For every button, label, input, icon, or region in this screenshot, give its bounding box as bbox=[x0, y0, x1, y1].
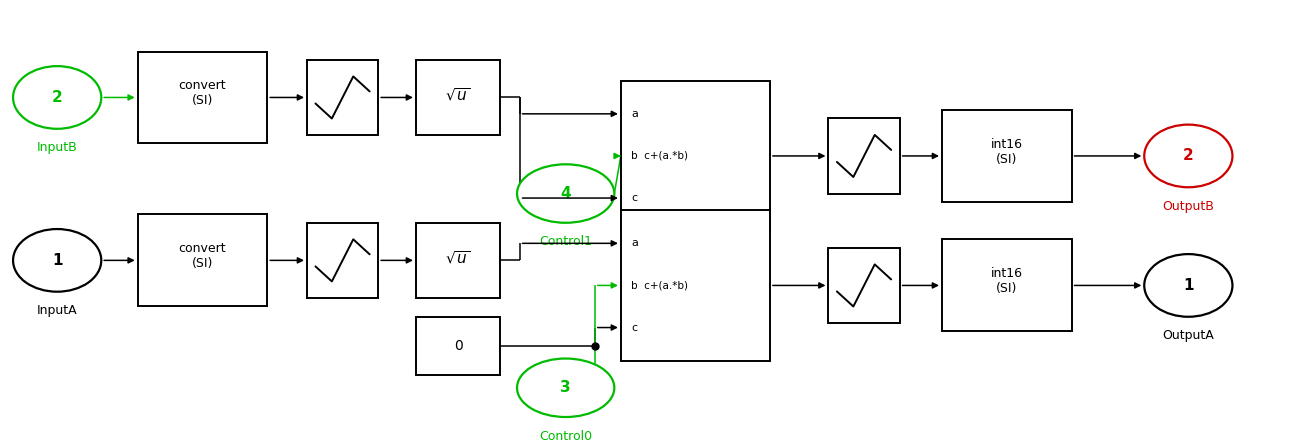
Text: a: a bbox=[632, 238, 638, 248]
Bar bbox=[942, 110, 1071, 202]
Bar bbox=[416, 223, 500, 298]
Bar bbox=[416, 60, 500, 135]
Ellipse shape bbox=[517, 358, 615, 417]
Bar bbox=[416, 317, 500, 375]
Text: 0: 0 bbox=[454, 339, 463, 353]
Text: Control1: Control1 bbox=[540, 235, 593, 248]
Text: 2: 2 bbox=[1183, 149, 1193, 164]
Text: a: a bbox=[632, 109, 638, 119]
Text: int16
(SI): int16 (SI) bbox=[991, 267, 1023, 295]
Text: InputB: InputB bbox=[36, 141, 78, 154]
Text: OutputB: OutputB bbox=[1162, 200, 1214, 213]
Text: InputA: InputA bbox=[36, 304, 78, 317]
Text: $\sqrt{u}$: $\sqrt{u}$ bbox=[446, 250, 471, 267]
Ellipse shape bbox=[1144, 254, 1232, 317]
Bar bbox=[138, 52, 268, 143]
Bar bbox=[828, 118, 900, 194]
Text: c: c bbox=[632, 193, 637, 203]
Ellipse shape bbox=[13, 229, 101, 292]
Text: int16
(SI): int16 (SI) bbox=[991, 138, 1023, 166]
Bar bbox=[828, 248, 900, 323]
Ellipse shape bbox=[1144, 125, 1232, 187]
Bar bbox=[138, 214, 268, 306]
Ellipse shape bbox=[517, 164, 615, 223]
Bar bbox=[307, 60, 378, 135]
Bar bbox=[307, 223, 378, 298]
Text: b  c+(a.*b): b c+(a.*b) bbox=[632, 280, 688, 290]
Text: 1: 1 bbox=[52, 253, 62, 268]
Bar bbox=[621, 210, 770, 361]
Bar bbox=[942, 240, 1071, 332]
Text: 3: 3 bbox=[560, 380, 571, 395]
Text: convert
(SI): convert (SI) bbox=[178, 242, 226, 270]
Text: OutputA: OutputA bbox=[1162, 329, 1214, 342]
Ellipse shape bbox=[13, 66, 101, 129]
Text: b  c+(a.*b): b c+(a.*b) bbox=[632, 151, 688, 161]
Text: 2: 2 bbox=[52, 90, 62, 105]
Text: 1: 1 bbox=[1183, 278, 1193, 293]
Text: c: c bbox=[632, 323, 637, 332]
Bar bbox=[621, 81, 770, 231]
Text: 4: 4 bbox=[560, 186, 571, 201]
Text: $\sqrt{u}$: $\sqrt{u}$ bbox=[446, 87, 471, 104]
Text: Control0: Control0 bbox=[540, 430, 593, 442]
Text: convert
(SI): convert (SI) bbox=[178, 79, 226, 107]
